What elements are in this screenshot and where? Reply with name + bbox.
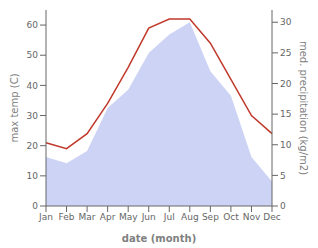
svg-text:Dec: Dec: [263, 212, 280, 222]
svg-text:Jan: Jan: [38, 212, 53, 222]
svg-text:10: 10: [27, 171, 39, 181]
svg-text:Nov: Nov: [243, 212, 261, 222]
svg-text:0: 0: [280, 201, 286, 211]
svg-text:10: 10: [280, 140, 292, 150]
svg-text:40: 40: [27, 81, 39, 91]
svg-text:5: 5: [280, 171, 286, 181]
svg-text:50: 50: [27, 50, 39, 60]
svg-text:max temp (C): max temp (C): [9, 73, 20, 142]
svg-text:0: 0: [32, 201, 38, 211]
svg-text:Oct: Oct: [223, 212, 239, 222]
svg-text:20: 20: [280, 79, 292, 89]
svg-text:Mar: Mar: [79, 212, 96, 222]
svg-text:30: 30: [280, 17, 292, 27]
svg-text:date (month): date (month): [122, 233, 196, 244]
svg-text:60: 60: [27, 20, 39, 30]
svg-text:May: May: [119, 212, 138, 222]
svg-text:30: 30: [27, 111, 39, 121]
svg-text:25: 25: [280, 48, 291, 58]
svg-text:Aug: Aug: [181, 212, 199, 222]
svg-text:Feb: Feb: [59, 212, 75, 222]
svg-text:med. precipitation (kg/m2): med. precipitation (kg/m2): [298, 41, 309, 175]
svg-text:Sep: Sep: [202, 212, 219, 222]
svg-text:Apr: Apr: [100, 212, 116, 222]
svg-text:15: 15: [280, 109, 291, 119]
svg-text:Jun: Jun: [141, 212, 156, 222]
svg-text:20: 20: [27, 141, 39, 151]
svg-text:Jul: Jul: [163, 212, 175, 222]
